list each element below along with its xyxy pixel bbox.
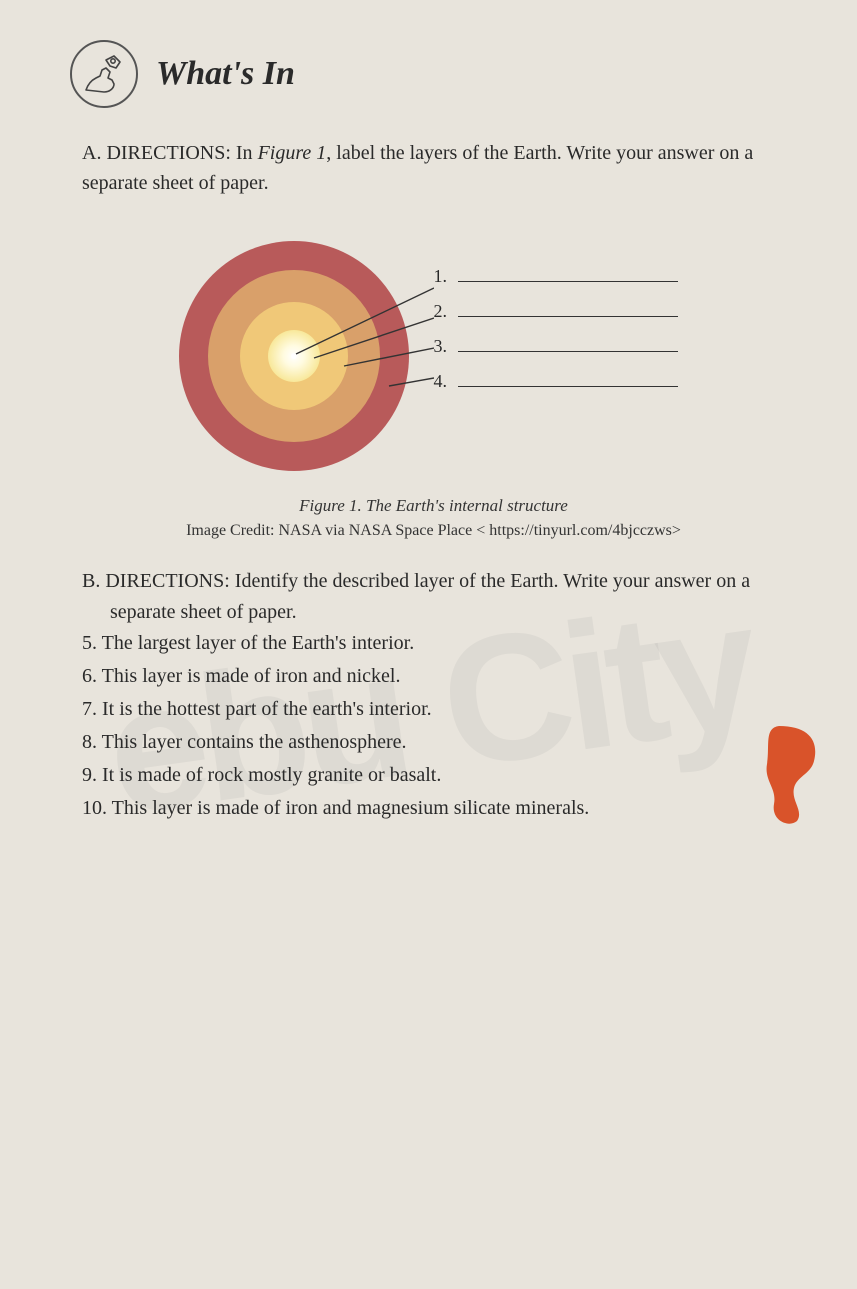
section-title: What's In	[156, 55, 295, 93]
label-row-3: 3.	[434, 336, 678, 357]
figcap-prefix: Figure 1.	[299, 496, 366, 515]
question-10: 10. This layer is made of iron and magne…	[82, 793, 797, 824]
directions-b-text: B. DIRECTIONS: Identify the described la…	[82, 566, 797, 628]
blank-line-2[interactable]	[458, 303, 678, 317]
directions-b-label: B. DIRECTIONS:	[82, 570, 230, 592]
image-credit: Image Credit: NASA via NASA Space Place …	[70, 522, 797, 540]
question-8: 8. This layer contains the asthenosphere…	[82, 727, 797, 758]
figure-ref: Figure 1	[258, 142, 327, 164]
qnum: 7.	[82, 698, 97, 720]
label-row-2: 2.	[434, 301, 678, 322]
question-5: 5. The largest layer of the Earth's inte…	[82, 628, 797, 659]
qtext: It is made of rock mostly granite or bas…	[102, 764, 441, 786]
section-a: A. DIRECTIONS: In Figure 1, label the la…	[82, 138, 797, 198]
blank-line-3[interactable]	[458, 338, 678, 352]
label-num-1: 1.	[434, 266, 458, 287]
orange-decoration-icon	[759, 716, 829, 826]
dir-a-p1: In	[231, 142, 258, 164]
qnum: 6.	[82, 665, 97, 687]
label-num-3: 3.	[434, 336, 458, 357]
blank-line-1[interactable]	[458, 268, 678, 282]
earth-diagram-wrap: 1. 2. 3. 4.	[154, 226, 714, 486]
qtext: The largest layer of the Earth's interio…	[102, 632, 415, 654]
qtext: This layer is made of iron and nickel.	[102, 665, 401, 687]
directions-a-text: A. DIRECTIONS: In Figure 1, label the la…	[82, 138, 797, 198]
qtext: This layer is made of iron and magnesium…	[112, 797, 590, 819]
question-list: 5. The largest layer of the Earth's inte…	[82, 628, 797, 824]
puzzle-hand-icon	[70, 40, 138, 108]
question-7: 7. It is the hottest part of the earth's…	[82, 694, 797, 725]
label-row-1: 1.	[434, 266, 678, 287]
figure-caption: Figure 1. The Earth's internal structure	[70, 496, 797, 516]
label-num-4: 4.	[434, 371, 458, 392]
directions-a-label: A. DIRECTIONS:	[82, 142, 231, 164]
figure-label-blanks: 1. 2. 3. 4.	[434, 266, 678, 406]
qtext: This layer contains the asthenosphere.	[102, 731, 407, 753]
earth-layers-diagram	[174, 236, 434, 476]
qnum: 8.	[82, 731, 97, 753]
question-6: 6. This layer is made of iron and nickel…	[82, 661, 797, 692]
qtext: It is the hottest part of the earth's in…	[102, 698, 432, 720]
figure-area: 1. 2. 3. 4.	[70, 226, 797, 486]
blank-line-4[interactable]	[458, 373, 678, 387]
section-b: B. DIRECTIONS: Identify the described la…	[82, 566, 797, 628]
qnum: 5.	[82, 632, 97, 654]
question-9: 9. It is made of rock mostly granite or …	[82, 760, 797, 791]
label-row-4: 4.	[434, 371, 678, 392]
worksheet-page: What's In A. DIRECTIONS: In Figure 1, la…	[0, 0, 857, 866]
label-num-2: 2.	[434, 301, 458, 322]
qnum: 9.	[82, 764, 97, 786]
header-row: What's In	[70, 40, 797, 108]
qnum: 10.	[82, 797, 107, 819]
figcap-text: The Earth's internal structure	[366, 496, 568, 515]
